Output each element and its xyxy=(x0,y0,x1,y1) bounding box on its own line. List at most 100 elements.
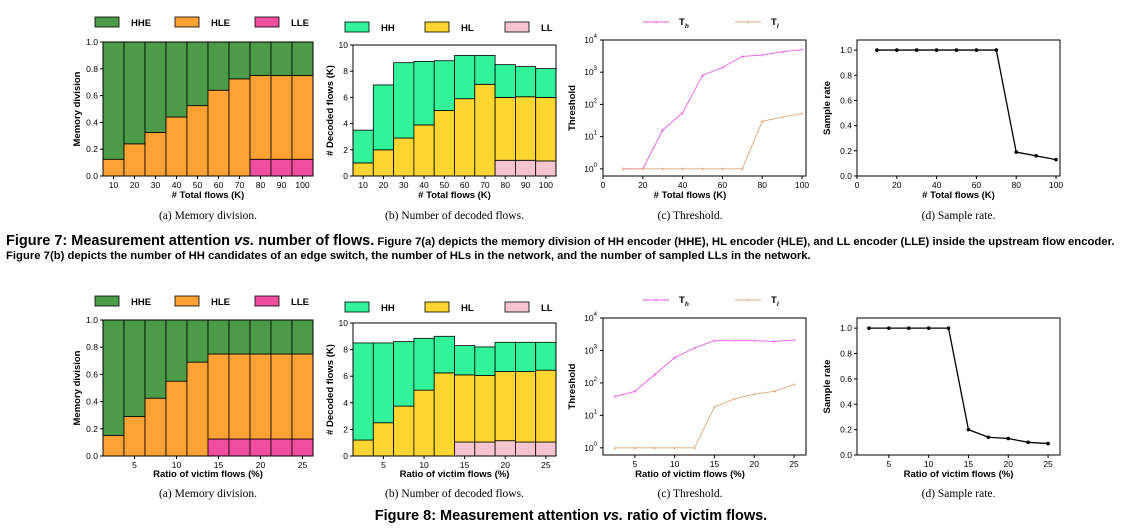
figure7-caption-label: Figure 7: Measurement attention xyxy=(6,233,235,249)
chart-8c-series-point: + xyxy=(613,394,617,401)
chart-7c-xtick-label: 100 xyxy=(795,180,809,190)
figure7-caption: Figure 7: Measurement attention vs. numb… xyxy=(6,234,1136,263)
chart-7d-frame xyxy=(856,39,1061,177)
chart-8c-series-point: + xyxy=(673,355,677,362)
figure7-caption-vs: vs. xyxy=(234,233,255,249)
chart-7b-bar-ll xyxy=(494,159,516,177)
chart-7a-bar-hle xyxy=(144,132,167,177)
chart-7d-series-point xyxy=(914,48,919,52)
figure7-caption-title: number of flows. xyxy=(254,233,375,249)
chart-7b-xtick-label: 20 xyxy=(379,180,389,190)
chart-8b-bar-hh xyxy=(494,341,516,372)
chart-7d-xtick-label: 100 xyxy=(1049,180,1063,190)
chart-8b-legend-label: LL xyxy=(541,303,553,314)
chart-7a-bar-hle xyxy=(123,143,146,177)
chart-7a-legend-swatch xyxy=(94,16,120,28)
chart-8c-series-point: + xyxy=(792,337,796,344)
chart-8c-ytick-label: 100 xyxy=(584,442,597,453)
chart-8a-bar-hle xyxy=(123,416,146,457)
chart-8a-bar-hle xyxy=(291,353,314,440)
chart-8d-ytick-label: 0.2 xyxy=(840,425,852,435)
chart-8b-bar-hl xyxy=(535,369,557,443)
chart-7d-series-line xyxy=(876,49,1057,161)
chart-8a-legend-swatch xyxy=(94,295,120,307)
chart-8b-frame xyxy=(352,322,557,457)
chart-8a-legend-label: LLE xyxy=(291,297,309,308)
chart-7c-frame xyxy=(602,39,807,177)
chart-8d-xtick-label: 20 xyxy=(1004,459,1014,469)
chart-7b-bar-hl xyxy=(535,97,557,162)
chart-8c-legend-label: Th xyxy=(679,295,689,308)
chart-7b-ytick-label: 0 xyxy=(343,171,348,181)
chart-8d-xtick-label: 5 xyxy=(886,459,891,469)
chart-8b-ytick-label: 8 xyxy=(343,345,348,355)
chart-8b-legend-swatch xyxy=(424,301,450,313)
chart-7d-series-point xyxy=(954,48,959,52)
chart-7a-bar-hle xyxy=(228,78,251,177)
chart-8c-xtick-label: 10 xyxy=(670,459,680,469)
chart-8b-legend-label: HL xyxy=(461,303,474,314)
chart-7b-bar-hl xyxy=(515,96,537,161)
chart-7d-ytick-label: 0.8 xyxy=(840,70,852,80)
chart-8a-bar-hhe xyxy=(228,319,251,355)
chart-8b-bar-hl xyxy=(474,375,496,443)
chart-7c-legend-label: Tl xyxy=(771,17,779,30)
chart-8d-xlabel: Ratio of victim flows (%) xyxy=(904,469,1014,480)
chart-7b-bar-hl xyxy=(494,97,516,161)
chart-8c-series-line xyxy=(614,339,795,397)
chart-7a-ytick-label: 0.6 xyxy=(86,91,98,101)
chart-7b-legend-label: HH xyxy=(381,23,395,34)
chart-8b-bar-hl xyxy=(372,422,394,457)
chart-8a-ytick-label: 0.6 xyxy=(86,369,98,379)
chart-8d-series-line xyxy=(868,327,1049,445)
chart-8d-series-point xyxy=(906,326,911,330)
chart-7b-ytick-label: 4 xyxy=(343,119,348,129)
chart-7a-bar-hle xyxy=(249,75,272,160)
chart-7a-bar-lle xyxy=(270,158,293,177)
chart-7c-xtick-label: 0 xyxy=(601,180,606,190)
figure8-caption: Figure 8: Measurement attention vs. rati… xyxy=(0,508,1142,524)
chart-7b-bar-hl xyxy=(413,124,435,177)
chart-8c-series-point: + xyxy=(772,389,776,396)
chart-8c-series-point: + xyxy=(732,338,736,345)
chart-8b-xtick-label: 10 xyxy=(419,460,429,470)
chart-7d-ytick-label: 0.6 xyxy=(840,95,852,105)
chart-7b-bar-hl xyxy=(433,110,455,177)
chart-7b-bar-ll xyxy=(515,159,537,177)
chart-8b-xlabel: Ratio of victim flows (%) xyxy=(400,469,510,480)
chart-7b-xtick-label: 40 xyxy=(419,180,429,190)
chart-8c-ytick-label: 103 xyxy=(584,344,597,355)
chart-7b-legend-swatch xyxy=(344,21,370,33)
chart-7c-series-point: + xyxy=(681,166,685,173)
chart-8d-xtick-label: 15 xyxy=(964,459,974,469)
chart-8c-series-point: + xyxy=(772,339,776,346)
chart-8a-bar-lle xyxy=(228,438,251,457)
chart-8b-ylabel: # Decoded flows (K) xyxy=(325,344,336,435)
chart-8c-series-point: + xyxy=(752,338,756,345)
chart-7c-series-point: + xyxy=(681,110,685,117)
chart-8b-bar-hl xyxy=(515,371,537,443)
chart-7b-xtick-label: 30 xyxy=(399,180,409,190)
chart-8b-bar-hl xyxy=(352,439,374,457)
chart-7c-ytick-label: 102 xyxy=(584,98,597,109)
chart-7b-ytick-label: 2 xyxy=(343,145,348,155)
chart-7c-xtick-label: 80 xyxy=(757,180,767,190)
chart-7c-ytick-label: 104 xyxy=(584,34,597,45)
chart-8b-caption: (b) Number of decoded flows. xyxy=(385,488,524,500)
chart-8a-bar-lle xyxy=(249,438,272,457)
chart-7c-series-point: + xyxy=(740,166,744,173)
chart-8b-bar-ll xyxy=(454,441,476,457)
chart-8d-ytick-label: 0.4 xyxy=(840,399,852,409)
chart-7d-series-point xyxy=(974,48,979,52)
chart-7a-bar-lle xyxy=(291,158,314,177)
chart-7d-ytick-label: 0.4 xyxy=(840,121,852,131)
figure8-caption-label: Figure 8: Measurement attention xyxy=(374,508,603,524)
chart-7d-caption: (d) Sample rate. xyxy=(922,210,996,222)
chart-8b-bar-hh xyxy=(474,346,496,376)
chart-7b-xlabel: # Total flows (K) xyxy=(418,190,491,201)
chart-8c-series-point: + xyxy=(792,382,796,389)
chart-8d-ytick-label: 0.6 xyxy=(840,374,852,384)
chart-8b-xtick-label: 25 xyxy=(541,460,551,470)
chart-7a-legend-swatch xyxy=(254,16,280,28)
chart-8c-ytick-label: 102 xyxy=(584,377,597,388)
